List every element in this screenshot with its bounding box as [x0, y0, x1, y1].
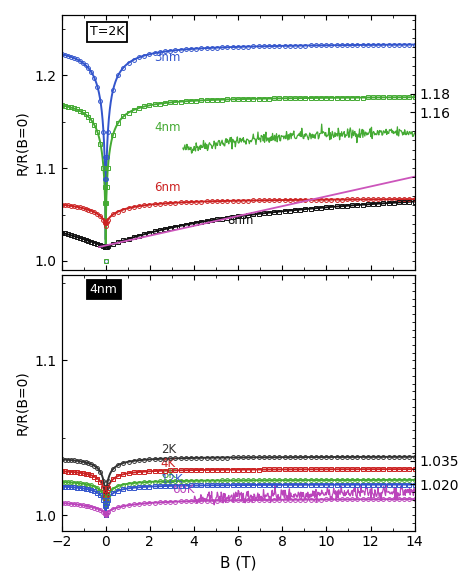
Text: 6nm: 6nm [154, 181, 181, 194]
Text: 4nm: 4nm [154, 121, 181, 134]
Text: 12K: 12K [161, 473, 183, 486]
Y-axis label: R/R(B=0): R/R(B=0) [15, 371, 29, 435]
Text: 8nm: 8nm [227, 214, 254, 227]
Text: 2K: 2K [161, 443, 176, 456]
Text: 60K: 60K [172, 483, 194, 497]
Text: 4nm: 4nm [90, 283, 118, 296]
X-axis label: B (T): B (T) [220, 555, 256, 570]
Text: 3nm: 3nm [154, 51, 181, 64]
Text: T=2K: T=2K [90, 25, 124, 39]
Y-axis label: R/R(B=0): R/R(B=0) [15, 110, 29, 175]
Text: 4K: 4K [161, 457, 176, 470]
Text: 8K: 8K [161, 468, 176, 481]
